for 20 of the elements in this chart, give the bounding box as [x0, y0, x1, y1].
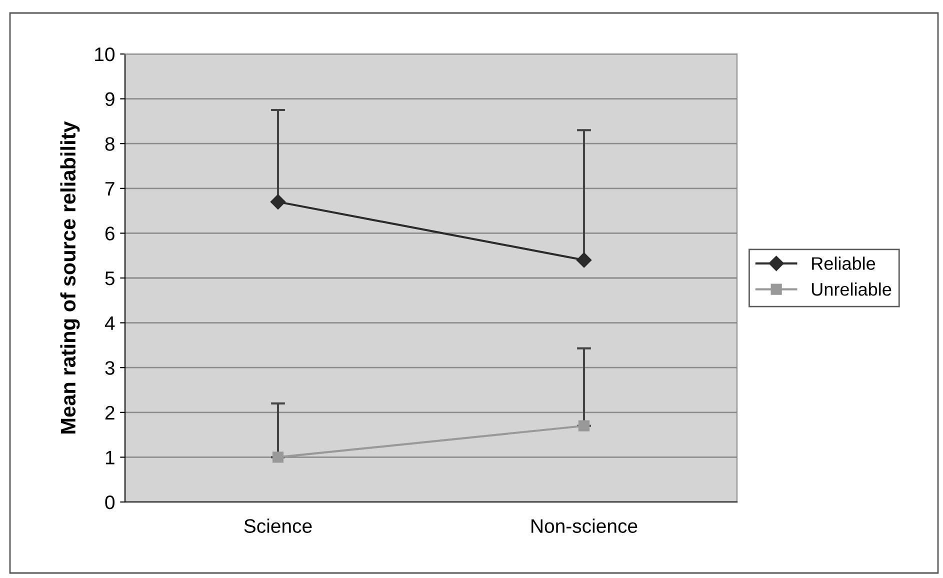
x-tick-label: Non-science	[532, 518, 638, 533]
point	[576, 252, 592, 268]
point	[578, 420, 590, 432]
legend-label: Unreliable	[812, 282, 892, 296]
y-tick-label: 2	[105, 406, 114, 420]
y-tick-label: 0	[105, 495, 115, 510]
y-tick-label: 7	[105, 182, 114, 196]
y-tick-label: 3	[105, 361, 114, 375]
y-tick-label: 10	[95, 47, 115, 62]
y-tick-label: 8	[105, 137, 114, 151]
point	[270, 194, 286, 210]
y-tick-label: 1	[106, 450, 114, 464]
point	[272, 452, 284, 463]
y-tick-label: 9	[105, 92, 114, 106]
y-tick-label: 6	[105, 226, 114, 240]
y-axis-title: Mean rating of source reliability	[60, 121, 80, 434]
legend-label: Reliable	[812, 256, 876, 270]
x-tick-label: Science	[244, 518, 312, 533]
y-tick-label: 4	[104, 316, 115, 330]
y-tick-label: 5	[105, 272, 114, 286]
